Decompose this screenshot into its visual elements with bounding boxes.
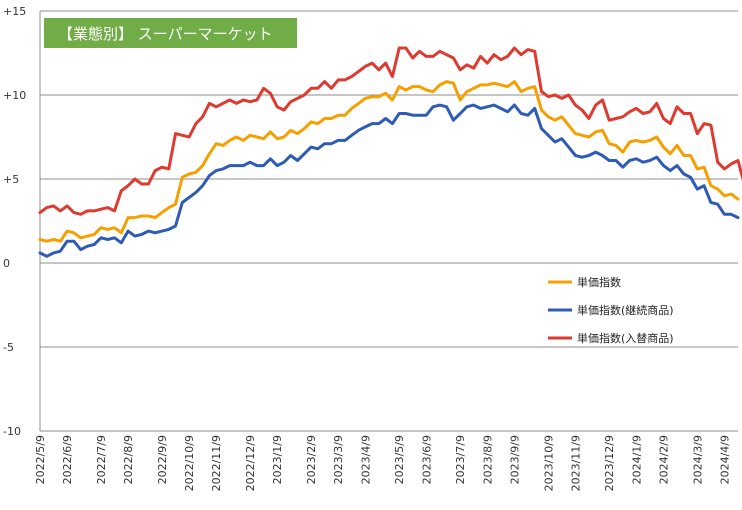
- y-tick-label: +5: [3, 173, 19, 186]
- legend-item: 単価指数: [548, 275, 621, 289]
- series-line: [38, 80, 740, 243]
- x-tick-label: 2023/11/9: [569, 435, 582, 491]
- chart-title: 【業態別】 スーパーマーケット: [44, 18, 297, 48]
- x-tick-label: 2022/12/9: [244, 435, 257, 491]
- x-tick-label: 2022/7/9: [95, 435, 108, 484]
- x-tick-label: 2022/9/9: [156, 435, 169, 484]
- x-tick-label: 2022/10/9: [183, 435, 196, 491]
- y-tick-label: -10: [3, 425, 21, 438]
- x-tick-label: 2023/7/9: [454, 435, 467, 484]
- legend-item: 単価指数(入替商品): [548, 331, 674, 345]
- x-tick-label: 2022/6/9: [61, 435, 74, 484]
- legend-label: 単価指数: [577, 275, 621, 289]
- x-tick-label: 2023/1/9: [271, 435, 284, 484]
- grid-lines: +15 +10 +5 0 -5 -10: [3, 5, 738, 438]
- chart-title-text: 【業態別】 スーパーマーケット: [58, 25, 273, 43]
- x-tick-label: 2023/8/9: [481, 435, 494, 484]
- x-tick-label: 2023/3/9: [332, 435, 345, 484]
- x-tick-label: 2022/11/9: [210, 435, 223, 491]
- legend-label: 単価指数(入替商品): [577, 331, 674, 345]
- x-tick-label: 2022/8/9: [122, 435, 135, 484]
- y-tick-label: 0: [3, 257, 10, 270]
- axes: 2022/5/9 2022/6/9 2022/7/9 2022/8/9 2022/9/9…: [34, 11, 731, 491]
- y-tick-label: +10: [3, 89, 26, 102]
- x-tick-label: 2023/2/9: [305, 435, 318, 484]
- x-tick-label: 2024/2/9: [657, 435, 670, 484]
- x-tick-label: 2024/3/9: [691, 435, 704, 484]
- x-tick-label: 2023/4/9: [359, 435, 372, 484]
- series-line: [38, 46, 742, 216]
- x-tick-label: 2022/5/9: [34, 435, 47, 484]
- x-tick-label: 2023/5/9: [393, 435, 406, 484]
- x-tick-label: 2023/10/9: [542, 435, 555, 491]
- x-tick-label: 2024/1/9: [630, 435, 643, 484]
- legend-label: 単価指数(継続商品): [577, 303, 674, 317]
- x-tick-label: 2023/6/9: [420, 435, 433, 484]
- y-tick-label: +15: [3, 5, 26, 18]
- x-tick-label: 2024/4/9: [718, 435, 731, 484]
- series-line: [38, 103, 740, 258]
- x-tick-label: 2023/9/9: [508, 435, 521, 484]
- series-lines: [38, 46, 742, 258]
- x-tick-label: 2023/12/9: [603, 435, 616, 491]
- chart-title-background: [44, 18, 297, 48]
- y-tick-label: -5: [3, 341, 14, 354]
- legend-item: 単価指数(継続商品): [548, 303, 674, 317]
